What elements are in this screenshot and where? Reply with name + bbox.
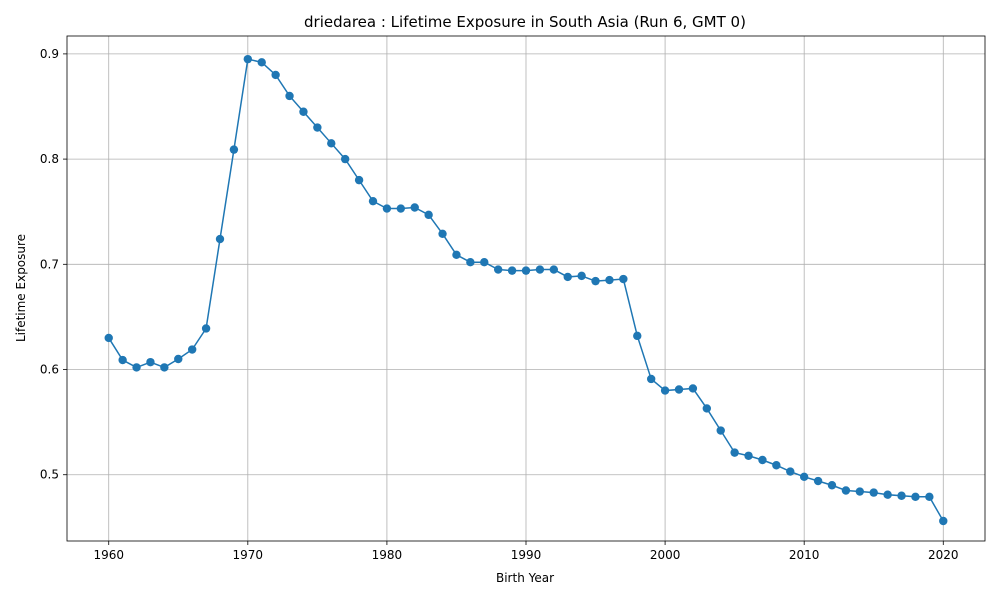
data-point <box>146 357 155 367</box>
data-point <box>660 386 670 395</box>
data-point <box>577 271 586 281</box>
data-point <box>799 472 809 482</box>
plot-area-frame <box>66 35 986 542</box>
data-point <box>911 492 920 502</box>
data-point <box>382 204 392 213</box>
data-point <box>939 516 948 526</box>
data-point <box>285 91 294 101</box>
data-point <box>646 374 656 384</box>
data-point <box>897 491 906 500</box>
data-point <box>118 355 127 365</box>
data-point <box>869 488 878 497</box>
data-point <box>368 196 378 206</box>
y-tick-label: 0.8 <box>40 152 59 166</box>
data-point <box>827 481 837 490</box>
data-point <box>702 404 712 413</box>
data-point <box>493 265 503 274</box>
x-axis-label: Birth Year <box>496 571 554 585</box>
data-point <box>716 426 725 435</box>
data-point <box>605 275 614 285</box>
y-tick-label: 0.5 <box>40 468 59 482</box>
data-point <box>438 229 447 238</box>
data-point <box>257 58 266 67</box>
data-point <box>410 203 419 212</box>
data-point <box>521 266 531 275</box>
data-point <box>187 345 197 354</box>
data-point <box>758 455 767 465</box>
data-point <box>619 274 628 284</box>
data-point <box>132 363 141 372</box>
chart-title: driedarea : Lifetime Exposure in South A… <box>304 13 746 31</box>
data-point <box>730 448 739 457</box>
data-point <box>299 107 308 116</box>
data-point <box>271 70 280 80</box>
data-point <box>354 175 364 185</box>
data-point <box>549 265 559 274</box>
data-point <box>201 324 211 333</box>
x-tick-label: 2020 <box>928 548 959 562</box>
data-point <box>160 363 169 372</box>
data-point <box>688 384 698 393</box>
data-point <box>591 276 600 286</box>
x-tick-label: 1980 <box>372 548 403 562</box>
data-point <box>925 492 934 502</box>
data-point <box>243 54 253 64</box>
data-point <box>813 476 823 486</box>
data-point <box>424 210 433 220</box>
data-point <box>786 467 795 476</box>
data-point <box>480 257 489 267</box>
data-point <box>507 266 517 275</box>
x-tick-label: 1970 <box>233 548 264 562</box>
data-point <box>452 250 461 260</box>
data-point <box>340 154 350 164</box>
data-point <box>841 486 851 495</box>
data-point <box>674 385 684 394</box>
data-point <box>313 123 322 132</box>
data-point <box>535 265 545 274</box>
data-point <box>855 487 865 496</box>
data-point <box>466 257 475 267</box>
data-point <box>174 354 183 364</box>
y-tick-label: 0.7 <box>40 257 59 271</box>
data-point <box>772 461 781 470</box>
data-point <box>327 139 336 148</box>
data-point <box>563 272 572 282</box>
y-tick-label: 0.9 <box>40 47 59 61</box>
data-point <box>104 333 113 343</box>
data-point <box>229 145 239 154</box>
x-tick-label: 1960 <box>93 548 124 562</box>
grid <box>67 36 985 541</box>
y-tick-label: 0.6 <box>40 363 59 377</box>
data-point <box>215 234 225 244</box>
x-tick-label: 1990 <box>511 548 542 562</box>
x-tick-label: 2000 <box>650 548 681 562</box>
data-point <box>883 490 892 499</box>
x-tick-label: 2010 <box>789 548 820 562</box>
data-point <box>396 204 406 213</box>
axis-ticks: 1960 1970 1980 1990 2000 2010 2020 0.5 0.6 0.7 0.8… <box>40 47 959 562</box>
data-point <box>744 451 753 460</box>
y-axis-label: Lifetime Exposure <box>14 234 28 342</box>
data-series <box>104 54 948 526</box>
data-point <box>633 331 642 341</box>
